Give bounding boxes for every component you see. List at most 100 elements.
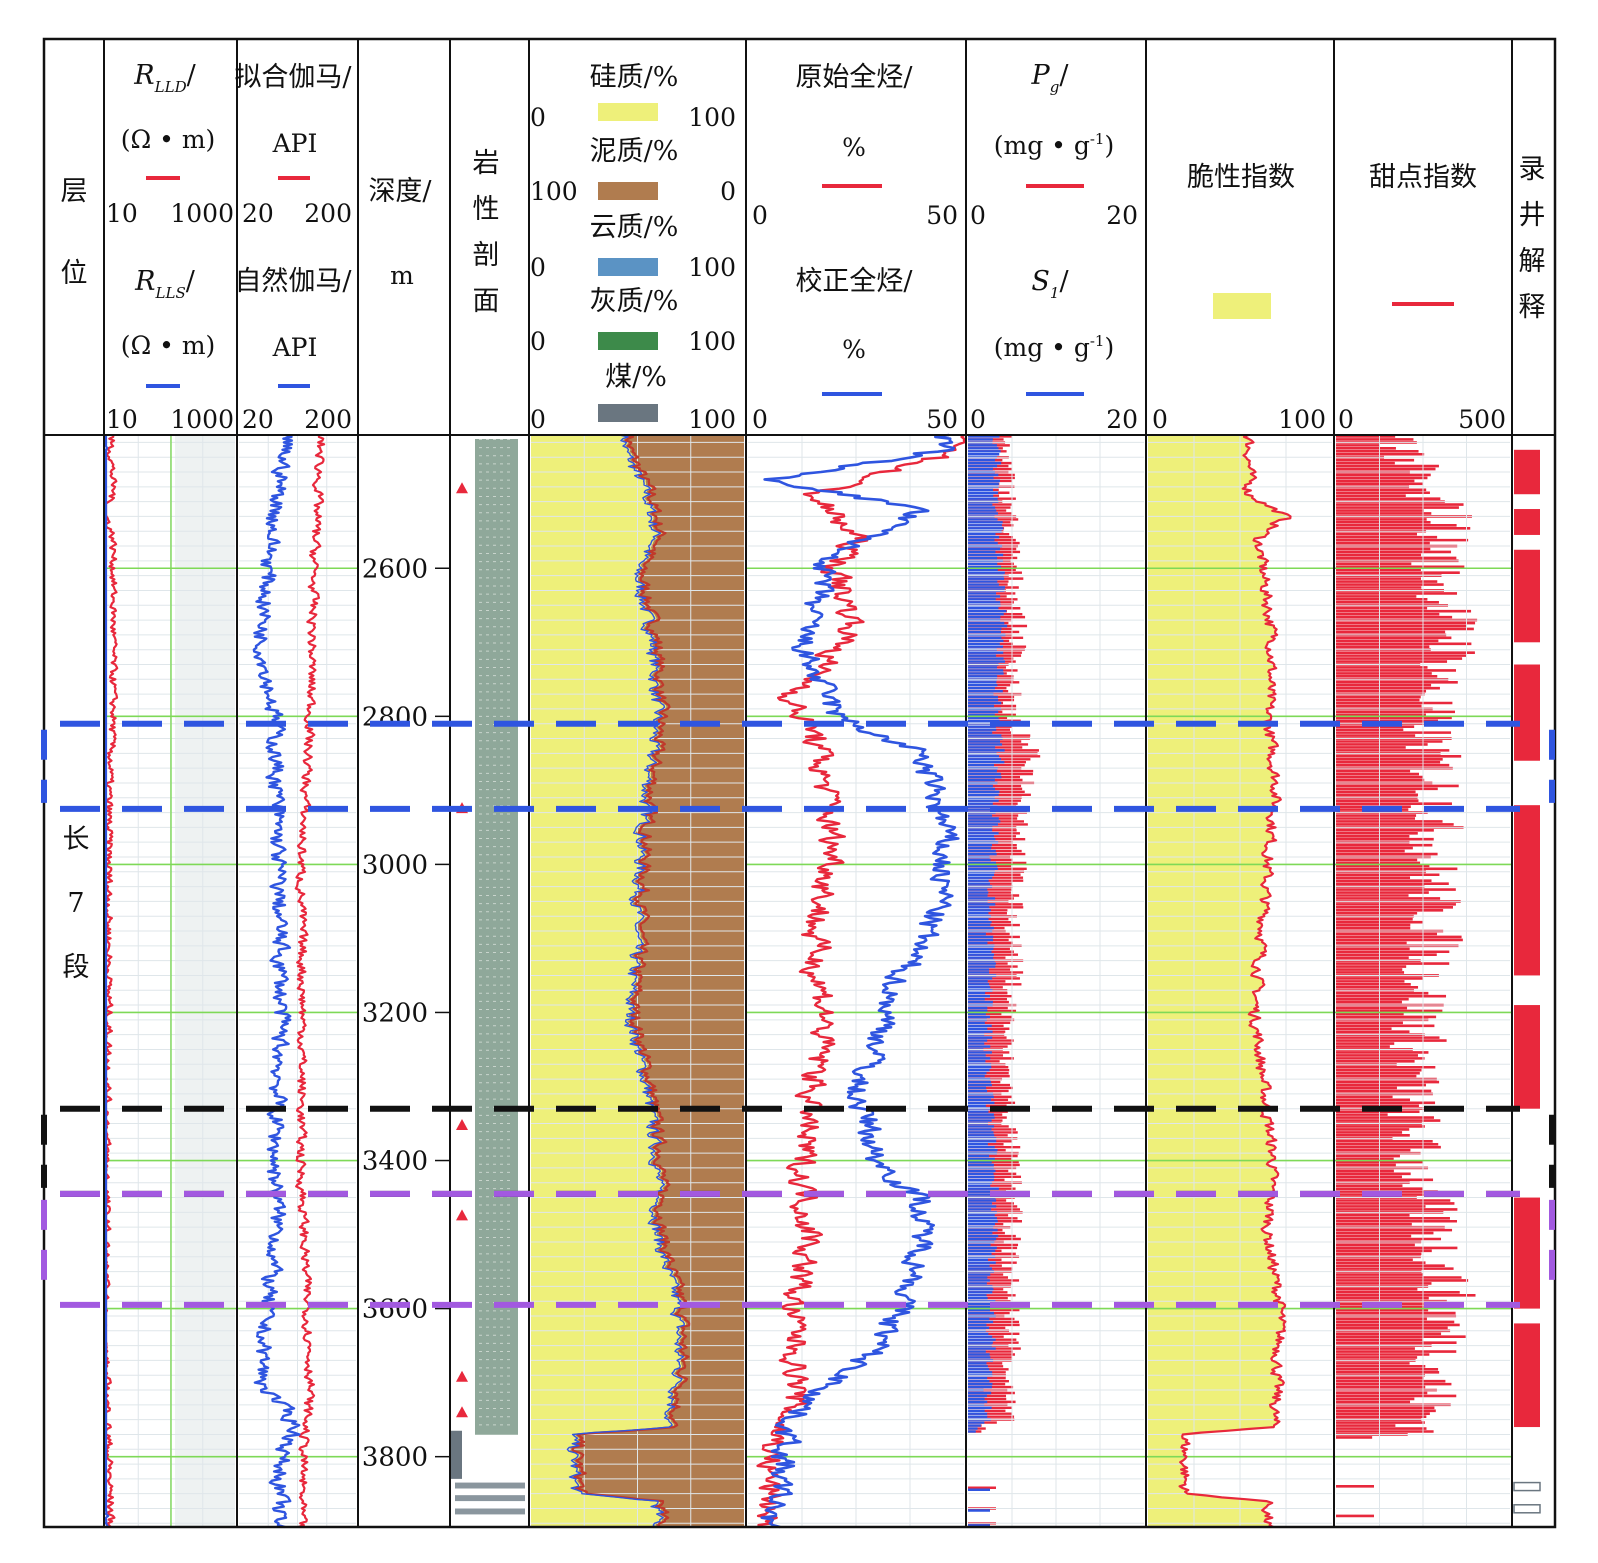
- hc-cor-unit: %: [842, 335, 866, 364]
- curves: [104, 433, 1292, 1529]
- clay-title: 泥质/%: [590, 136, 679, 167]
- hc-cor-curve: [760, 433, 960, 1529]
- header-resistivity: RLLD/ (Ω • m) 10 1000 RLLS/ (Ω • m) 10 1…: [106, 60, 234, 434]
- s1-max: 20: [1106, 405, 1138, 434]
- header-depth: 深度/ m: [368, 176, 432, 290]
- interval-markers: [41, 720, 1555, 1308]
- sweet-max: 500: [1458, 405, 1506, 434]
- coal-max: 100: [688, 405, 736, 434]
- interp-label-4: 释: [1519, 292, 1546, 323]
- frame: [42, 37, 1557, 1529]
- depth-tick-label-3400: 3400: [362, 1147, 428, 1177]
- rlls-unit: (Ω • m): [121, 331, 216, 360]
- formation-label-1: 长: [63, 824, 90, 855]
- silica-max: 100: [688, 103, 736, 132]
- litho-column: [475, 439, 518, 1435]
- silica-swatch: [598, 103, 658, 121]
- brittle-title: 脆性指数: [1187, 162, 1295, 193]
- pg-unit: (mg • g-1): [994, 130, 1115, 160]
- depth-tick-label-3200: 3200: [362, 998, 428, 1028]
- formation-label-2: 7: [67, 888, 84, 919]
- rlld-max: 1000: [170, 199, 234, 228]
- rlls-curve: [104, 435, 110, 1528]
- hc-raw-min: 0: [752, 201, 768, 230]
- pg-max: 20: [1106, 201, 1138, 230]
- gfit-min: 20: [242, 199, 274, 228]
- gnat-title: 自然伽马/: [234, 266, 352, 297]
- interp-small-0: [1513, 1481, 1541, 1492]
- depth-tick-label-3800: 3800: [362, 1443, 428, 1473]
- rlld-title: RLLD/: [133, 60, 196, 96]
- depth-tick-label-3600: 3600: [362, 1295, 428, 1325]
- interp-label-3: 解: [1519, 246, 1546, 277]
- brittle-swatch: [1213, 293, 1271, 319]
- litho-label-2: 性: [473, 194, 500, 225]
- brittle-fill: [1148, 435, 1291, 1527]
- limestone-title: 灰质/%: [590, 286, 679, 317]
- clay-swatch: [598, 182, 658, 200]
- dolomite-swatch: [598, 258, 658, 276]
- header-formation: 层 位: [61, 176, 88, 289]
- header-pyrolysis: Pg/ (mg • g-1) 0 20 S1/ (mg • g-1) 0 20: [970, 60, 1138, 434]
- brittle-max: 100: [1278, 405, 1326, 434]
- depth-tick-label-3000: 3000: [362, 850, 428, 880]
- litho-coal-band-2: [455, 1508, 525, 1515]
- silica-title: 硅质/%: [590, 62, 679, 93]
- limestone-max: 100: [688, 327, 736, 356]
- depth-ticks: 2600 2800 3000 3200 3400 3600 3800: [362, 554, 450, 1473]
- gfit-curve: [294, 434, 326, 1529]
- gfit-unit: API: [272, 129, 318, 158]
- clay-max: 0: [720, 177, 736, 206]
- interp-block-2: [1514, 549, 1540, 643]
- interp-block-4: [1514, 805, 1540, 976]
- dolomite-title: 云质/%: [590, 212, 679, 243]
- litho-label-1: 岩: [473, 148, 500, 179]
- pg-min: 0: [970, 201, 986, 230]
- hc-raw-curve: [756, 434, 966, 1529]
- s1-min: 0: [970, 405, 986, 434]
- header-brittleness: 脆性指数 0 100: [1152, 162, 1326, 434]
- s1-unit: (mg • g-1): [994, 332, 1115, 362]
- rlld-unit: (Ω • m): [121, 125, 216, 154]
- brittle-curve: [1178, 433, 1292, 1528]
- header-hydrocarbon: 原始全烃/ % 0 50 校正全烃/ % 0 50: [752, 62, 958, 434]
- coal-min: 0: [530, 405, 546, 434]
- interp-block-7: [1514, 1323, 1540, 1428]
- rlls-title: RLLS/: [134, 266, 196, 302]
- hc-cor-min: 0: [752, 405, 768, 434]
- clay-min: 100: [530, 177, 578, 206]
- litho-coal: [450, 1430, 462, 1479]
- dolomite-min: 0: [530, 253, 546, 282]
- formation-label: 长 7 段: [63, 824, 90, 983]
- header-gamma: 拟合伽马/ API 20 200 自然伽马/ API 20 200: [234, 62, 352, 434]
- formation-label-3: 段: [63, 952, 90, 983]
- silica-edge-red: [571, 433, 691, 1528]
- litho-label-3: 剖: [473, 240, 500, 271]
- gnat-unit: API: [272, 333, 318, 362]
- gfit-max: 200: [304, 199, 352, 228]
- gfit-title: 拟合伽马/: [234, 62, 352, 93]
- formation-header-1: 层: [61, 176, 88, 207]
- litho-label-4: 面: [473, 286, 500, 317]
- litho-marker-3: [456, 1209, 468, 1221]
- sweet-min: 0: [1338, 405, 1354, 434]
- header-sweetspot: 甜点指数 0 500: [1338, 162, 1506, 434]
- interp-label-2: 井: [1519, 200, 1546, 231]
- rlld-min: 10: [106, 199, 138, 228]
- litho-marker-2: [456, 1118, 468, 1130]
- interp-small-1: [1513, 1504, 1541, 1514]
- grid-lines: [104, 435, 1512, 1527]
- silica-edge-blue: [566, 434, 685, 1528]
- interp-block-0: [1514, 449, 1540, 495]
- depth-title: 深度/: [368, 176, 432, 207]
- depth-tick-label-2800: 2800: [362, 702, 428, 732]
- rlld-curve: [104, 435, 119, 1528]
- hc-raw-max: 50: [926, 201, 958, 230]
- interp-label-1: 录: [1519, 154, 1546, 185]
- gnat-min: 20: [242, 405, 274, 434]
- litho-marker-4: [456, 1370, 468, 1382]
- litho-marker-5: [456, 1406, 468, 1418]
- pg-title: Pg/: [1031, 60, 1070, 96]
- hc-raw-title: 原始全烃/: [795, 62, 913, 93]
